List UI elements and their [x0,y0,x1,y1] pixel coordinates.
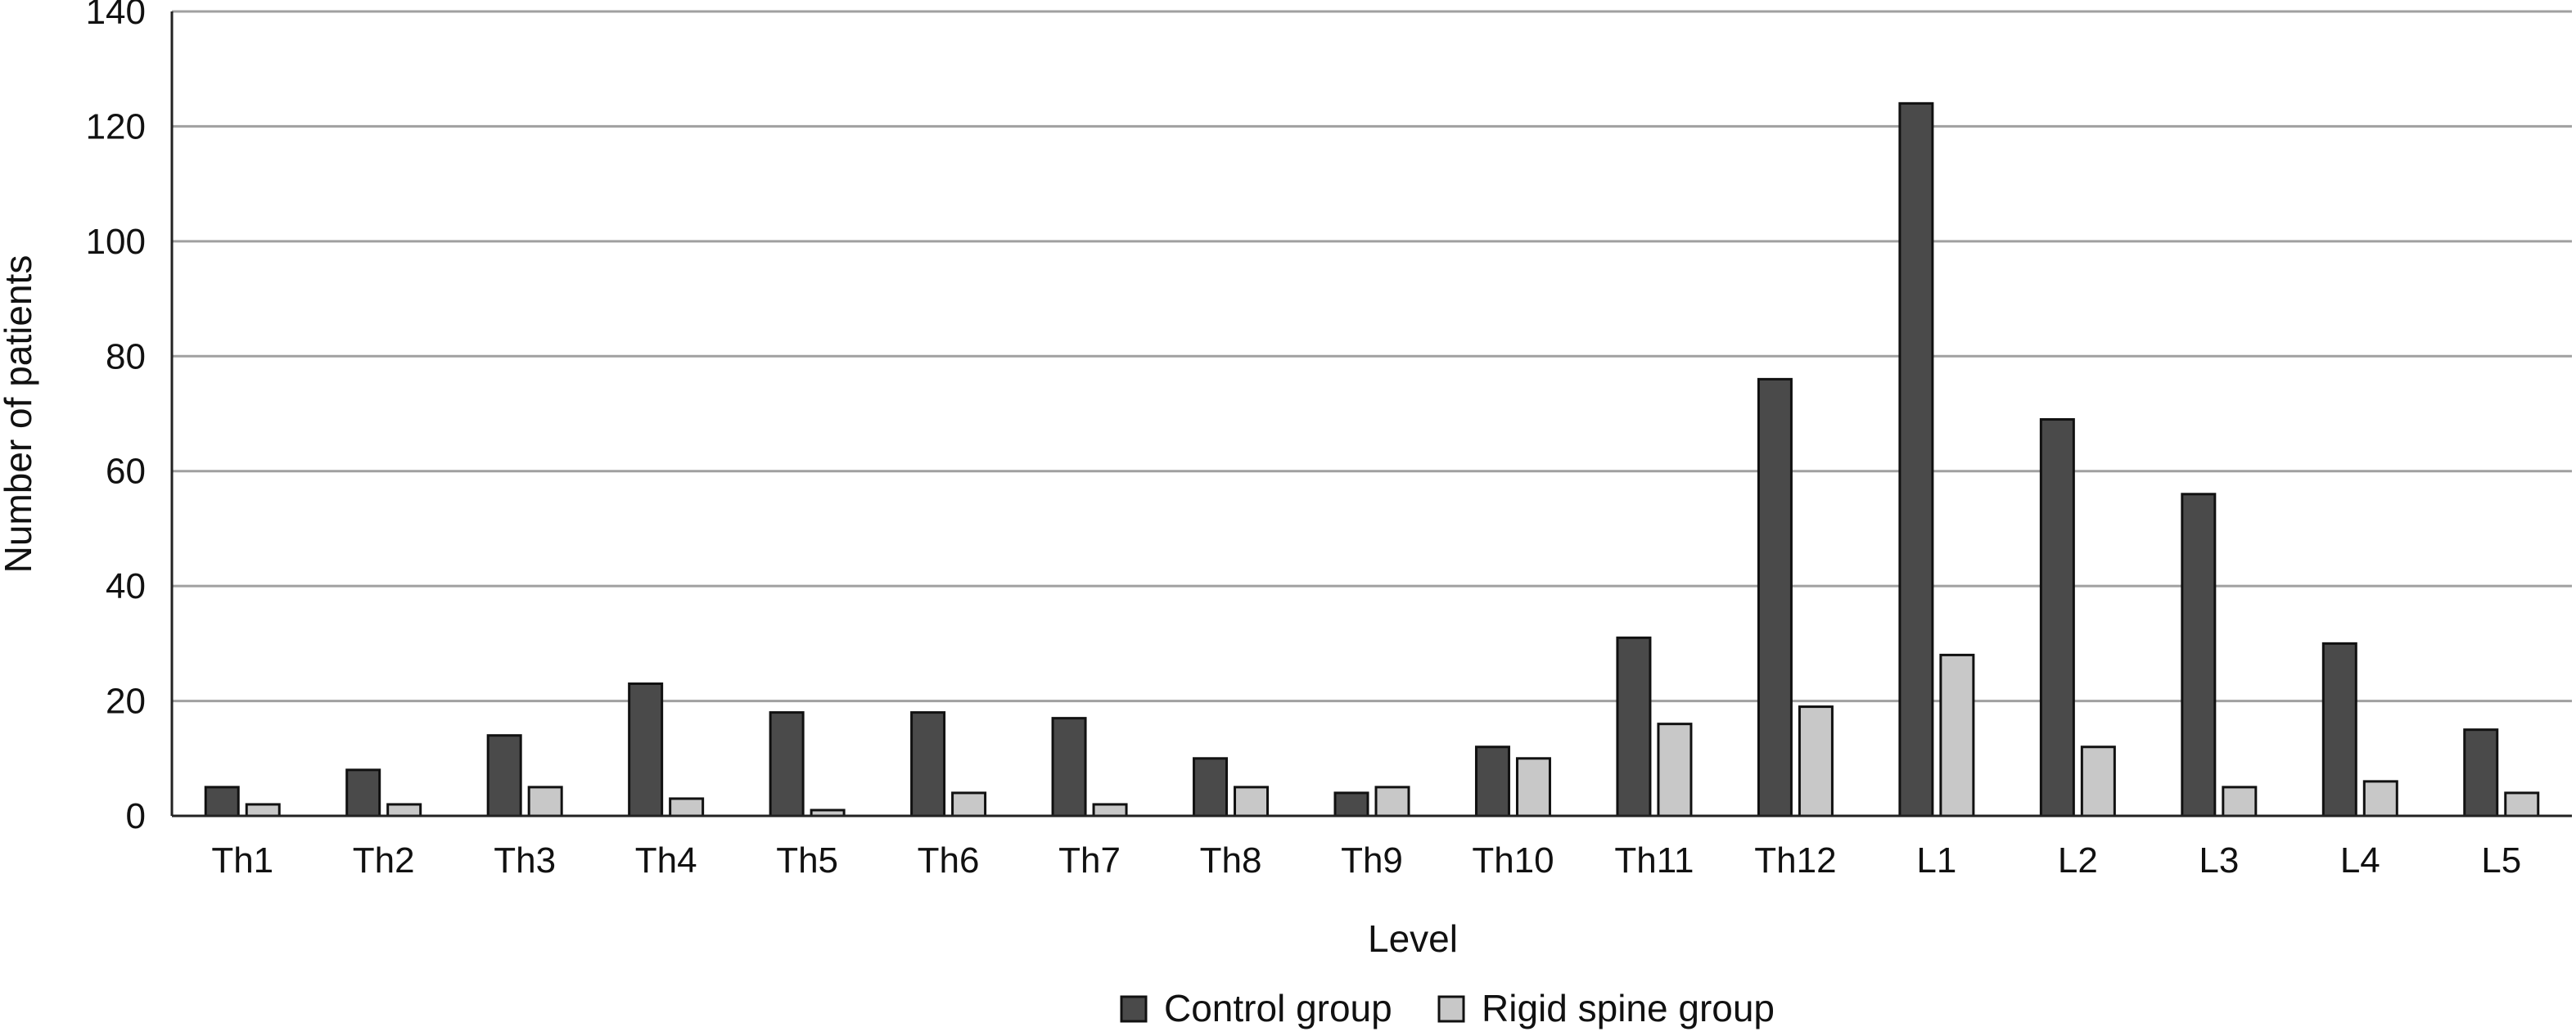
bar-rigid-th12 [1798,705,1834,818]
bar-rigid-th2 [386,803,422,818]
bar-rigid-th11 [1657,723,1693,818]
x-tick-label: Th12 [1754,840,1836,881]
gridlines [172,10,2572,703]
bar-rigid-l5 [2504,791,2540,818]
x-tick-labels: Th1 Th2 Th3 Th4 Th5 Th6 Th7 Th8 Th9 Th10 Th11 Th12 L… [211,840,2521,881]
bar-control-th10 [1474,745,1510,818]
x-tick-label: Th8 [1200,840,1262,881]
y-tick-label: 20 [106,682,146,722]
x-tick-label: L3 [2199,840,2239,881]
bar-rigid-th6 [951,791,987,818]
bar-control-th5 [769,711,805,818]
x-tick-label: Th5 [776,840,838,881]
legend-label-control: Control group [1164,987,1392,1029]
bar-control-l3 [2181,493,2217,818]
bar-rigid-th8 [1234,786,1270,818]
y-tick-label: 120 [86,106,146,146]
y-tick-labels: 0 20 40 60 80 100 120 140 [86,0,146,836]
legend-label-rigid: Rigid spine group [1482,987,1775,1029]
bar-control-l2 [2039,418,2075,818]
bar-control-th11 [1616,636,1652,818]
bar-control-th8 [1193,757,1229,818]
bar-rigid-th10 [1515,757,1551,818]
y-tick-label: 60 [106,452,146,492]
x-tick-label: L1 [1916,840,1956,881]
bar-rigid-th9 [1374,786,1410,818]
bar-rigid-th1 [245,803,281,818]
y-tick-label: 80 [106,336,146,376]
bars [204,101,2540,818]
y-tick-label: 140 [86,0,146,32]
y-tick-label: 0 [126,796,146,836]
x-tick-label: Th7 [1058,840,1121,881]
bar-control-th1 [204,786,240,818]
bar-rigid-l2 [2080,745,2116,818]
legend-swatch-control [1120,995,1148,1023]
x-tick-label: Th1 [211,840,273,881]
x-tick-label: L5 [2481,840,2521,881]
bar-control-th6 [910,711,946,818]
x-tick-label: Th9 [1341,840,1403,881]
x-tick-label: L4 [2340,840,2380,881]
x-tick-label: Th3 [494,840,556,881]
bar-control-th3 [486,734,522,818]
bar-control-l5 [2463,728,2499,818]
bar-rigid-l1 [1939,653,1975,818]
x-tick-label: L2 [2058,840,2098,881]
x-tick-label: Th2 [353,840,415,881]
y-axis-title: Number of patients [0,255,39,574]
x-axis-title: Level [1368,917,1458,960]
bar-rigid-l3 [2222,786,2258,818]
bar-rigid-th7 [1092,803,1128,818]
bar-control-th12 [1757,377,1793,818]
bar-rigid-l4 [2362,780,2398,818]
bar-control-th4 [628,682,664,818]
bar-control-th2 [345,768,381,818]
bar-control-th9 [1333,791,1369,818]
x-tick-label: Th11 [1614,840,1694,881]
legend-swatch-rigid [1437,995,1465,1023]
bar-control-l1 [1898,101,1934,818]
x-tick-label: Th4 [635,840,697,881]
bar-rigid-th4 [669,797,705,818]
bar-control-l4 [2321,642,2357,818]
axes [170,11,2572,818]
bar-control-th7 [1051,717,1087,818]
y-tick-label: 40 [106,566,146,606]
bar-rigid-th3 [527,786,563,818]
x-tick-label: Th10 [1472,840,1554,881]
x-tick-label: Th6 [918,840,980,881]
legend: Control group Rigid spine group [1120,987,1775,1029]
y-tick-label: 100 [86,222,146,262]
